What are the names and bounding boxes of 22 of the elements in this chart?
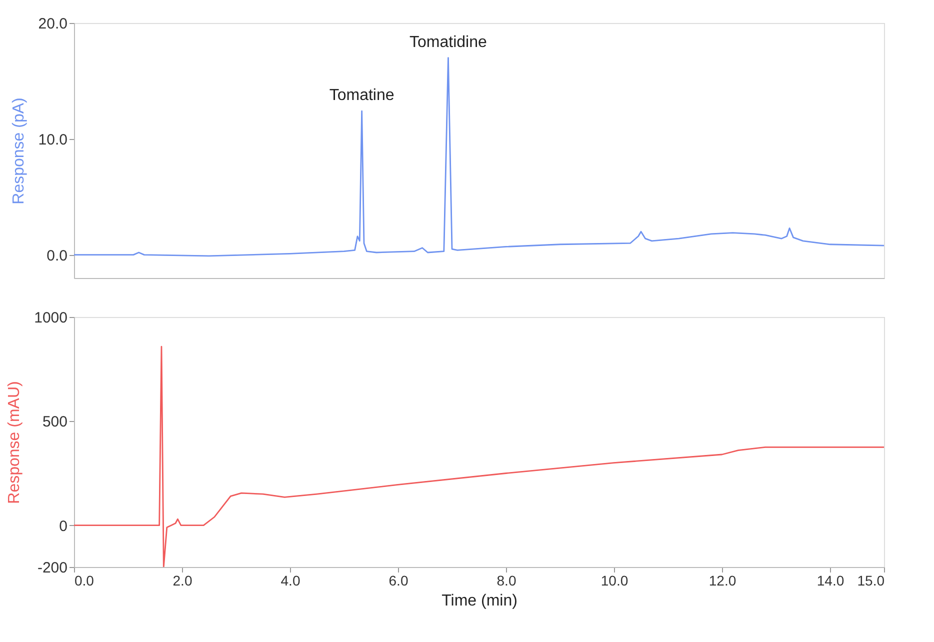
annotation: Tomatine bbox=[329, 87, 394, 104]
x-axis-title: Time (min) bbox=[442, 592, 518, 610]
y-tick-label: 0.0 bbox=[46, 247, 68, 264]
x-tick-label: 12.0 bbox=[708, 572, 736, 588]
annotation: Tomatidine bbox=[410, 34, 488, 51]
y-tick-label: 500 bbox=[42, 414, 68, 431]
y-tick-label: 10.0 bbox=[38, 131, 68, 148]
x-tick-label: 14.0 bbox=[816, 572, 844, 588]
x-tick-label: 6.0 bbox=[388, 572, 408, 588]
y-axis-title: Response (pA) bbox=[10, 98, 28, 204]
y-axis-title: Response (mAU) bbox=[6, 381, 24, 504]
y-tick-label: 0 bbox=[59, 518, 68, 535]
y-tick-label: 20.0 bbox=[38, 16, 68, 32]
line-series bbox=[74, 57, 884, 257]
x-tick-label: 0.0 bbox=[74, 572, 94, 588]
x-tick-label: 15.0 bbox=[857, 572, 885, 588]
y-tick-label: 1000 bbox=[34, 310, 68, 326]
x-tick-label: 4.0 bbox=[280, 572, 300, 588]
x-tick-label: 10.0 bbox=[600, 572, 628, 588]
x-tick-label: 8.0 bbox=[496, 572, 516, 588]
x-tick-label: 2.0 bbox=[172, 572, 192, 588]
y-tick-label: -200 bbox=[37, 560, 68, 576]
